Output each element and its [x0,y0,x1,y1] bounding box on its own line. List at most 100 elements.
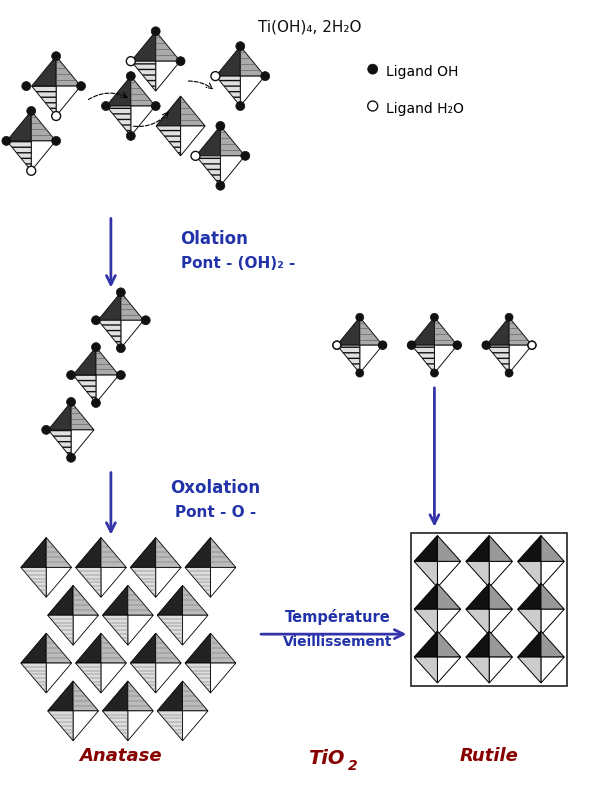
Polygon shape [71,402,94,430]
Circle shape [482,341,490,349]
Polygon shape [131,106,156,136]
Polygon shape [157,711,183,740]
Polygon shape [437,657,461,683]
Polygon shape [131,76,156,106]
Circle shape [126,57,135,66]
Polygon shape [437,561,461,587]
Polygon shape [466,535,489,561]
Circle shape [430,369,438,377]
Polygon shape [156,31,180,61]
Circle shape [151,27,160,36]
Polygon shape [103,615,128,645]
Polygon shape [360,318,383,345]
Circle shape [333,341,341,349]
Polygon shape [220,126,245,156]
Circle shape [408,341,416,349]
Polygon shape [411,345,434,373]
Polygon shape [414,631,437,657]
Polygon shape [103,586,128,615]
Polygon shape [76,567,101,597]
Circle shape [52,137,61,145]
Circle shape [92,343,100,351]
Polygon shape [46,538,71,567]
Circle shape [528,341,536,349]
Text: TiO: TiO [308,749,345,768]
Polygon shape [76,634,101,663]
Polygon shape [414,657,437,683]
Circle shape [126,131,135,141]
Polygon shape [21,634,46,663]
Circle shape [236,42,245,51]
Circle shape [52,52,61,61]
Circle shape [66,454,76,462]
Polygon shape [185,538,210,567]
Polygon shape [48,430,71,457]
Text: Température: Température [285,609,391,625]
Circle shape [116,288,125,297]
Polygon shape [156,96,181,126]
Text: Ligand OH: Ligand OH [386,65,458,79]
Polygon shape [196,156,220,185]
Circle shape [379,341,387,349]
Polygon shape [414,561,437,587]
Polygon shape [46,567,71,597]
Circle shape [216,122,225,130]
Polygon shape [101,663,126,693]
Circle shape [368,101,378,111]
Text: Oxolation: Oxolation [170,479,261,497]
Circle shape [52,112,61,120]
Polygon shape [31,86,56,116]
Polygon shape [98,292,121,320]
Circle shape [141,316,150,325]
Circle shape [356,369,363,377]
Polygon shape [128,586,153,615]
Polygon shape [106,76,131,106]
Polygon shape [541,609,564,635]
Polygon shape [489,535,512,561]
Text: 2: 2 [348,758,357,773]
Polygon shape [31,56,56,86]
Circle shape [453,341,461,349]
Circle shape [27,107,36,116]
Polygon shape [183,586,208,615]
Polygon shape [183,615,208,645]
Polygon shape [73,711,98,740]
Circle shape [528,341,536,349]
Circle shape [191,152,200,160]
Polygon shape [21,538,46,567]
Polygon shape [48,681,73,711]
Polygon shape [518,657,541,683]
Polygon shape [414,609,437,635]
Polygon shape [98,320,121,348]
Polygon shape [240,76,265,106]
Polygon shape [210,567,236,597]
Polygon shape [156,567,181,597]
Polygon shape [157,586,183,615]
Polygon shape [414,535,437,561]
Polygon shape [181,126,205,156]
Circle shape [356,314,363,321]
Text: Pont - O -: Pont - O - [175,505,256,520]
Polygon shape [466,657,489,683]
Polygon shape [434,318,458,345]
Circle shape [92,399,100,407]
Polygon shape [48,711,73,740]
Polygon shape [48,615,73,645]
Polygon shape [489,657,512,683]
Text: Vieillissement: Vieillissement [283,635,392,649]
Circle shape [22,82,31,90]
Polygon shape [76,538,101,567]
Polygon shape [541,631,564,657]
Polygon shape [73,615,98,645]
Circle shape [261,72,269,81]
Polygon shape [121,292,144,320]
Polygon shape [21,567,46,597]
Polygon shape [216,76,240,106]
Polygon shape [181,96,205,126]
Polygon shape [128,681,153,711]
Polygon shape [185,634,210,663]
Polygon shape [48,586,73,615]
Polygon shape [96,375,119,403]
Polygon shape [518,631,541,657]
Polygon shape [48,402,71,430]
